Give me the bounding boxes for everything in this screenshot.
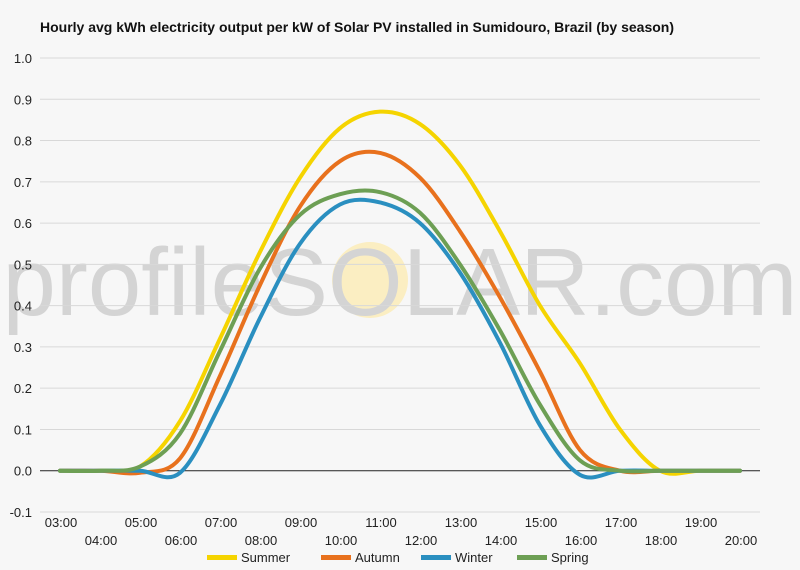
watermark: profileSOLAR.com (3, 229, 798, 336)
y-tick-label: -0.1 (10, 505, 32, 520)
y-tick-label: 0.7 (14, 175, 32, 190)
y-tick-label: 0.4 (14, 299, 32, 314)
x-tick-label: 12:00 (405, 533, 438, 548)
x-tick-label: 08:00 (245, 533, 278, 548)
legend-swatch-autumn (321, 555, 351, 560)
legend-swatch-spring (517, 555, 547, 560)
y-tick-label: 0.1 (14, 422, 32, 437)
x-tick-label: 10:00 (325, 533, 358, 548)
y-tick-label: 0.6 (14, 216, 32, 231)
watermark-sun (332, 242, 408, 318)
legend-swatch-summer (207, 555, 237, 560)
x-tick-label: 04:00 (85, 533, 118, 548)
chart-title: Hourly avg kWh electricity output per kW… (40, 19, 674, 35)
legend-label-autumn: Autumn (355, 550, 400, 565)
y-tick-label: 0.8 (14, 134, 32, 149)
x-tick-label: 11:00 (365, 515, 397, 530)
y-tick-label: 0.0 (14, 464, 32, 479)
x-tick-label: 18:00 (645, 533, 678, 548)
series-line-summer (58, 109, 742, 476)
legend-swatch-winter (421, 555, 451, 560)
series-lines (58, 109, 742, 480)
y-axis: 1.0 0.9 0.8 0.7 0.6 0.5 0.4 0.3 0.2 0.1 0.0 -0.1 (10, 51, 32, 520)
y-tick-label: 0.3 (14, 340, 32, 355)
y-tick-label: 0.9 (14, 92, 32, 107)
x-tick-label: 13:00 (445, 515, 478, 530)
x-tick-label: 06:00 (165, 533, 198, 548)
x-tick-label: 14:00 (485, 533, 518, 548)
legend-label-spring: Spring (551, 550, 589, 565)
x-tick-label: 09:00 (285, 515, 318, 530)
x-tick-label: 07:00 (205, 515, 238, 530)
y-tick-label: 0.2 (14, 381, 32, 396)
x-tick-label: 16:00 (565, 533, 598, 548)
series-line-spring (58, 188, 742, 474)
y-tick-label: 1.0 (14, 51, 32, 66)
x-tick-label: 19:00 (685, 515, 718, 530)
watermark-text: profileSOLAR.com (3, 229, 798, 336)
legend-label-winter: Winter (455, 550, 493, 565)
x-tick-label: 03:00 (45, 515, 78, 530)
x-axis: 03:00 04:00 05:00 06:00 07:00 08:00 09:00 10:00… (45, 515, 758, 548)
x-tick-label: 05:00 (125, 515, 158, 530)
x-tick-label: 17:00 (605, 515, 638, 530)
legend-label-summer: Summer (241, 550, 291, 565)
y-tick-label: 0.5 (14, 257, 32, 272)
x-tick-label: 15:00 (525, 515, 558, 530)
x-tick-label: 20:00 (725, 533, 758, 548)
legend: Summer Autumn Winter Spring (207, 550, 589, 565)
